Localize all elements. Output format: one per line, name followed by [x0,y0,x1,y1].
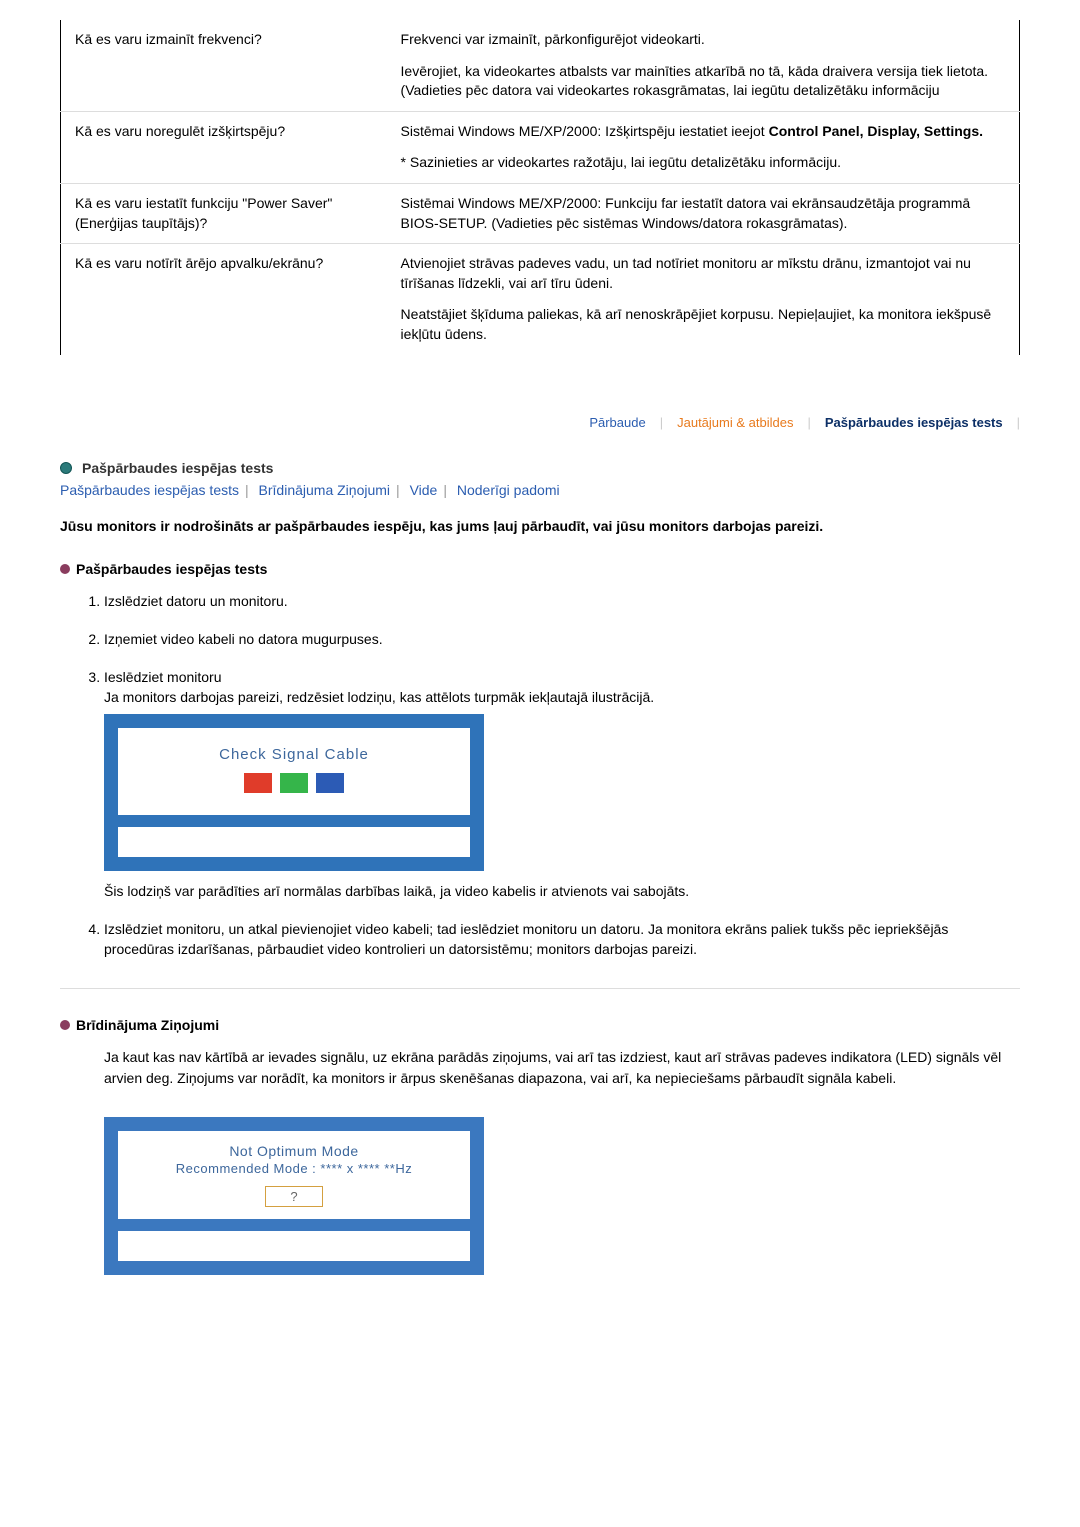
step-3-line2: Ja monitors darbojas pareizi, redzēsiet … [104,687,1020,707]
not-optimum-mode-box: Not Optimum Mode Recommended Mode : ****… [104,1117,484,1275]
qa-table: Kā es varu izmainīt frekvenci? Frekvenci… [60,20,1020,355]
intro-text: Jūsu monitors ir nodrošināts ar pašpārba… [60,516,1020,537]
selftest-steps: Izslēdziet datoru un monitoru. Izņemiet … [104,591,1020,960]
rgb-red-square [244,773,272,793]
qa-answer-para: Atvienojiet strāvas padeves vadu, un tad… [401,254,1005,293]
step-3-line1: Ieslēdziet monitoru [104,667,1020,687]
breadcrumb-item-check[interactable]: Pārbaude [589,415,645,430]
link-selftest[interactable]: Pašpārbaudes iespējas tests [60,482,239,498]
qa-question: Kā es varu iestatīt funkciju "Power Save… [61,183,387,243]
qa-answer-para: * Sazinieties ar videokartes ražotāju, l… [401,153,1005,173]
link-tips[interactable]: Noderīgi padomi [457,482,560,498]
link-sep: | [396,482,400,498]
rgb-blue-square [316,773,344,793]
link-sep: | [443,482,447,498]
step-3-note: Šis lodziņš var parādīties arī normālas … [104,881,1020,901]
step-4: Izslēdziet monitoru, un atkal pievienoji… [104,919,1020,960]
qa-row: Kā es varu noregulēt izšķirtspēju? Sistē… [61,111,1020,183]
subheading-text: Pašpārbaudes iespējas tests [76,561,267,577]
bullet-icon [60,462,72,474]
subheading-warnings: Brīdinājuma Ziņojumi [60,1017,1020,1033]
qa-question: Kā es varu notīrīt ārējo apvalku/ekrānu? [61,244,387,355]
rgb-green-square [280,773,308,793]
not-optimum-bar [118,1231,470,1261]
warning-text: Ja kaut kas nav kārtībā ar ievades signā… [104,1047,1020,1089]
link-warnings[interactable]: Brīdinājuma Ziņojumi [259,482,391,498]
step-2: Izņemiet video kabeli no datora mugurpus… [104,629,1020,649]
qa-answer-para: Ievērojiet, ka videokartes atbalsts var … [401,62,1005,101]
qa-row: Kā es varu iestatīt funkciju "Power Save… [61,183,1020,243]
check-signal-text: Check Signal Cable [128,744,460,766]
breadcrumb: Pārbaude | Jautājumi & atbildes | Pašpār… [60,415,1020,430]
qa-answer: Sistēmai Windows ME/XP/2000: Izšķirtspēj… [387,111,1020,183]
breadcrumb-separator: | [807,415,810,430]
qa-row: Kā es varu notīrīt ārējo apvalku/ekrānu?… [61,244,1020,355]
qa-answer-para: Sistēmai Windows ME/XP/2000: Izšķirtspēj… [401,122,1005,142]
qa-answer-para: Frekvenci var izmainīt, pārkonfigurējot … [401,30,1005,50]
not-optimum-inner: Not Optimum Mode Recommended Mode : ****… [118,1131,470,1219]
breadcrumb-separator: | [1017,415,1020,430]
qa-answer-para: Sistēmai Windows ME/XP/2000: Funkciju fa… [401,194,1005,233]
not-optimum-line2: Recommended Mode : **** x **** **Hz [126,1161,462,1176]
breadcrumb-item-qa[interactable]: Jautājumi & atbildes [677,415,793,430]
breadcrumb-separator: | [660,415,663,430]
qa-answer-text: Sistēmai Windows ME/XP/2000: Izšķirtspēj… [401,123,769,139]
qa-answer: Atvienojiet strāvas padeves vadu, un tad… [387,244,1020,355]
check-signal-cable-box: Check Signal Cable [104,714,484,871]
bullet-plum-icon [60,564,70,574]
qa-answer-bold: Control Panel, Display, Settings. [769,123,983,139]
link-sep: | [245,482,249,498]
section-header: Pašpārbaudes iespējas tests [60,460,1020,476]
breadcrumb-item-selftest[interactable]: Pašpārbaudes iespējas tests [825,415,1003,430]
check-signal-bar [118,827,470,857]
step-1: Izslēdziet datoru un monitoru. [104,591,1020,611]
subheading-selftest: Pašpārbaudes iespējas tests [60,561,1020,577]
link-env[interactable]: Vide [410,482,438,498]
divider [60,988,1020,989]
qa-answer-para: Neatstājiet šķīduma paliekas, kā arī nen… [401,305,1005,344]
step-3: Ieslēdziet monitoru Ja monitors darbojas… [104,667,1020,901]
check-signal-inner: Check Signal Cable [118,728,470,815]
section-title: Pašpārbaudes iespējas tests [82,460,273,476]
not-optimum-line1: Not Optimum Mode [126,1143,462,1159]
subsection-links: Pašpārbaudes iespējas tests | Brīdinājuma… [60,482,1020,498]
not-optimum-help-button[interactable]: ? [265,1186,322,1207]
bullet-plum-icon [60,1020,70,1030]
qa-row: Kā es varu izmainīt frekvenci? Frekvenci… [61,20,1020,111]
qa-answer: Frekvenci var izmainīt, pārkonfigurējot … [387,20,1020,111]
qa-question: Kā es varu izmainīt frekvenci? [61,20,387,111]
qa-question: Kā es varu noregulēt izšķirtspēju? [61,111,387,183]
qa-answer: Sistēmai Windows ME/XP/2000: Funkciju fa… [387,183,1020,243]
subheading-text: Brīdinājuma Ziņojumi [76,1017,219,1033]
